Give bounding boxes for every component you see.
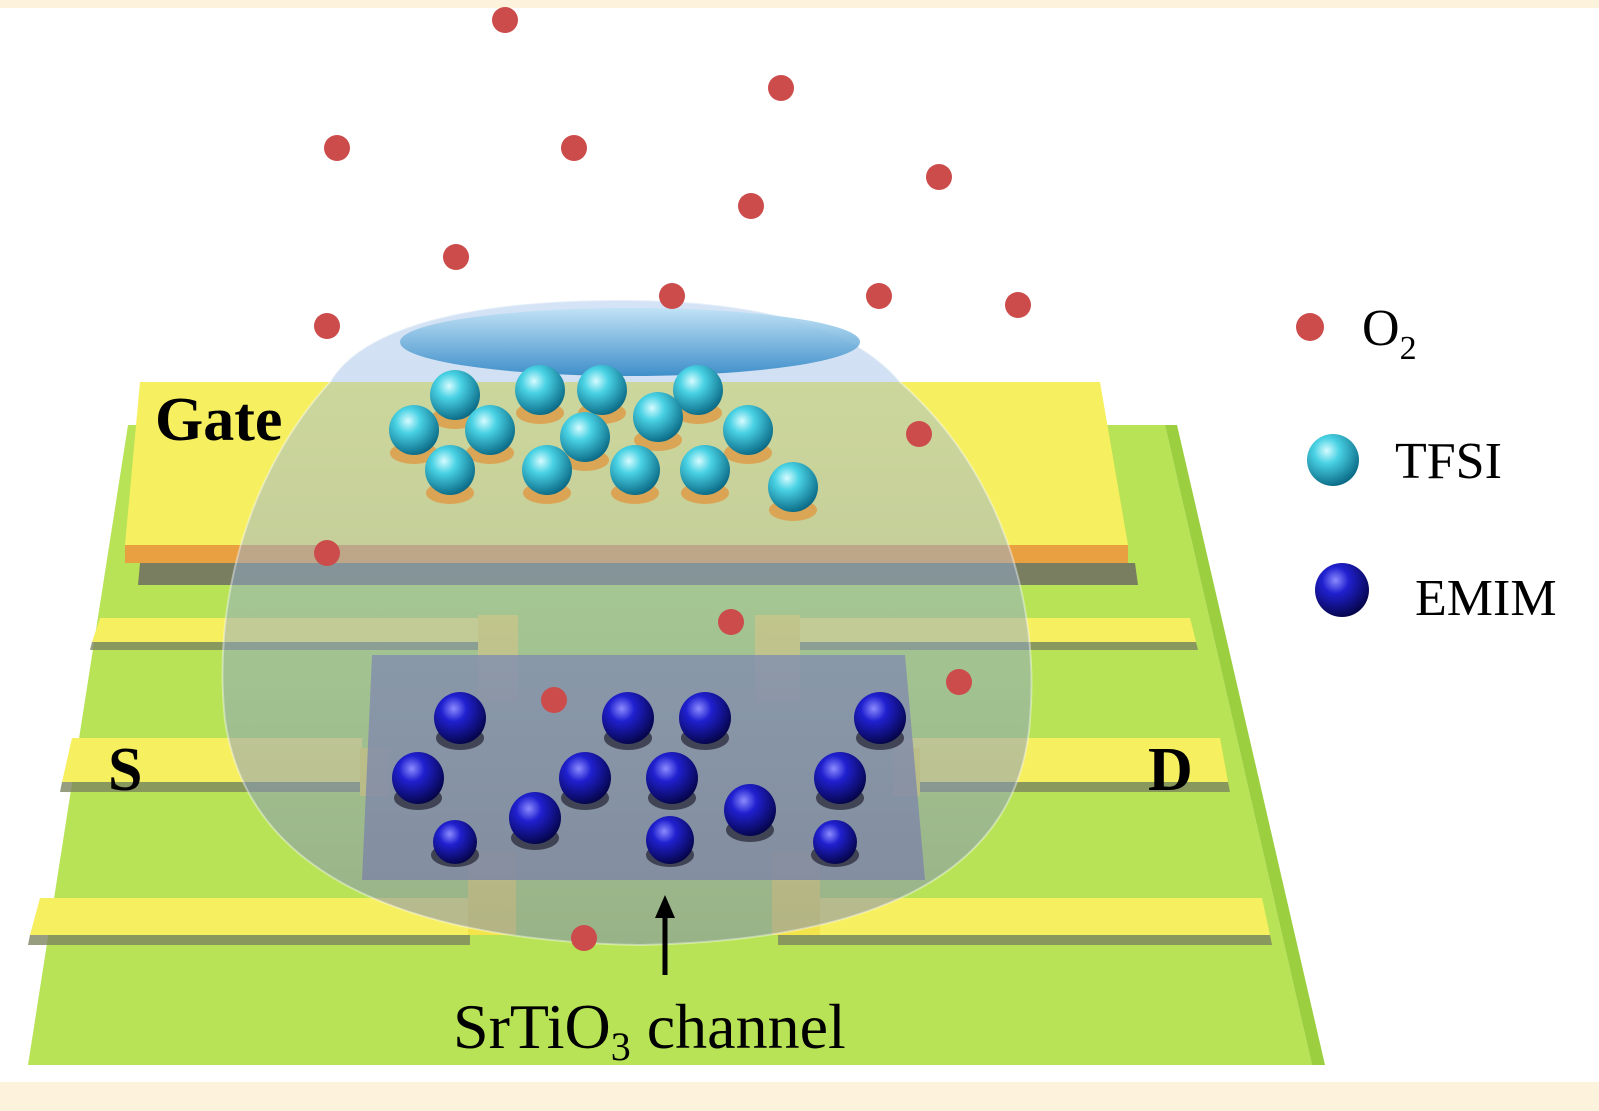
o2-molecule [1005, 292, 1031, 318]
cyan-sphere-icon [1307, 434, 1359, 486]
o2-molecule [866, 283, 892, 309]
o2-molecule [561, 135, 587, 161]
legend-tfsi-label: TFSI [1395, 433, 1502, 490]
tfsi-ion [633, 392, 683, 442]
source-label: S [108, 736, 142, 804]
emim-ion [814, 752, 866, 804]
emim-ion [434, 692, 486, 744]
tfsi-ion [425, 445, 475, 495]
emim-ions [392, 692, 906, 864]
o2-molecule [492, 7, 518, 33]
tfsi-ion [577, 365, 627, 415]
o2-molecule [541, 687, 567, 713]
o2-molecule [571, 925, 597, 951]
emim-ion [646, 816, 694, 864]
emim-ion [813, 820, 857, 864]
tfsi-ion [560, 412, 610, 462]
drain-label: D [1148, 736, 1193, 804]
tfsi-ion [680, 445, 730, 495]
legend-o2-label: O2 [1362, 300, 1417, 367]
source-lead-lower [30, 898, 470, 935]
tfsi-ion [610, 445, 660, 495]
legend-emim-label: EMIM [1415, 570, 1557, 627]
ionic-liquid-droplet [221, 298, 1033, 947]
o2-molecule [738, 193, 764, 219]
tfsi-ion [768, 462, 818, 512]
emim-ion [724, 784, 776, 836]
emim-ion [679, 692, 731, 744]
emim-ion [392, 752, 444, 804]
frame-bottom [0, 1082, 1599, 1111]
drain-lead-lower [778, 898, 1270, 935]
frame-top [0, 0, 1599, 8]
blue-sphere-icon [1315, 563, 1369, 617]
red-dot-icon [1296, 313, 1324, 341]
channel-label: SrTiO3 channel [453, 991, 846, 1069]
emim-ion [559, 752, 611, 804]
emim-ion [509, 792, 561, 844]
o2-molecules [314, 7, 1031, 951]
tfsi-ion [515, 365, 565, 415]
source-lead-lower-shadow [28, 935, 470, 945]
o2-molecule [443, 244, 469, 270]
emim-ion [854, 692, 906, 744]
drain-lead-lower-shadow [778, 935, 1272, 945]
o2-molecule [324, 135, 350, 161]
o2-molecule [314, 313, 340, 339]
emim-ion [433, 820, 477, 864]
o2-molecule [718, 609, 744, 635]
channel-arrow-head [655, 895, 675, 918]
tfsi-ion [522, 445, 572, 495]
tfsi-ion [465, 405, 515, 455]
o2-molecule [946, 669, 972, 695]
o2-molecule [314, 540, 340, 566]
o2-molecule [906, 421, 932, 447]
tfsi-ion [430, 370, 480, 420]
droplet-cap [400, 308, 860, 376]
tfsi-ion [723, 405, 773, 455]
tfsi-ion [389, 405, 439, 455]
emim-ion [646, 752, 698, 804]
tfsi-ions [389, 365, 818, 512]
emim-ion [602, 692, 654, 744]
legend: O2 TFSI EMIM [1296, 300, 1557, 627]
o2-molecule [926, 164, 952, 190]
gate-label: Gate [155, 386, 282, 454]
o2-molecule [768, 75, 794, 101]
tfsi-ion [673, 365, 723, 415]
o2-molecule [659, 283, 685, 309]
substrate-side [1165, 425, 1325, 1065]
